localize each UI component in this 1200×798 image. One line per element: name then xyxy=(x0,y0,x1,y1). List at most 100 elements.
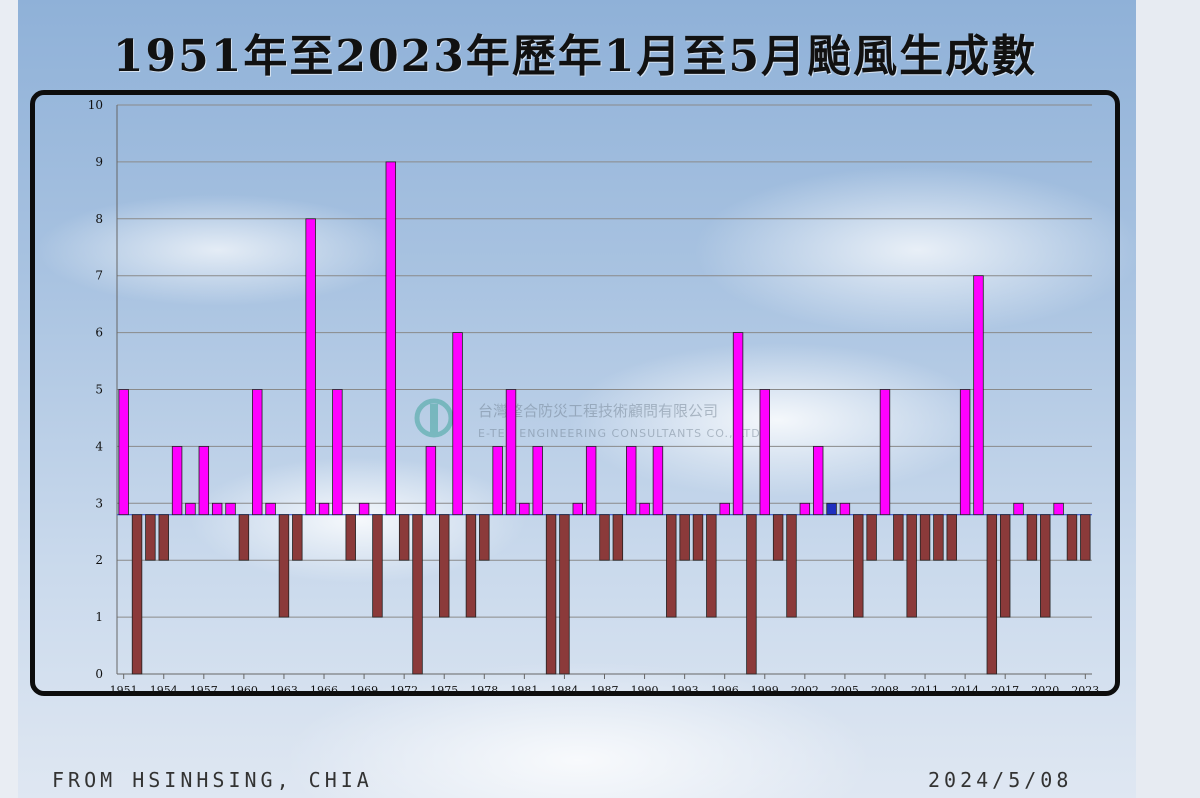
bar-1966 xyxy=(318,502,330,516)
bar-2010 xyxy=(906,514,917,618)
x-tick-label: 1960 xyxy=(230,684,258,697)
bar-2022 xyxy=(1066,514,1078,561)
bar-1986 xyxy=(585,445,597,516)
bar-1994 xyxy=(692,514,704,561)
x-tick-label: 2011 xyxy=(911,684,939,697)
bar-1999 xyxy=(759,389,770,516)
bar-1981 xyxy=(519,502,530,516)
bar-1955 xyxy=(171,445,183,516)
y-tick-label: 5 xyxy=(95,383,103,397)
bar-2016 xyxy=(986,514,998,675)
watermark-logo-icon xyxy=(414,398,454,438)
bar-2002 xyxy=(799,502,811,516)
gridlines xyxy=(117,104,1092,675)
x-tick-label: 2014 xyxy=(951,684,979,697)
bar-1953 xyxy=(145,514,156,561)
bar-1987 xyxy=(599,514,610,561)
bar-1975 xyxy=(439,514,450,618)
bar-2021 xyxy=(1053,502,1064,516)
bar-1980 xyxy=(505,389,517,516)
bar-1993 xyxy=(679,514,690,561)
x-tick-label: 1963 xyxy=(270,684,298,697)
bar-1954 xyxy=(158,514,169,561)
x-tick-label: 1996 xyxy=(711,684,739,697)
x-tick-label: 1966 xyxy=(310,684,338,697)
bar-1984 xyxy=(559,514,570,675)
watermark-company-name: 台灣整合防災工程技術顧問有限公司 xyxy=(478,402,718,420)
bar-1996 xyxy=(719,502,730,516)
bar-1985 xyxy=(572,502,583,516)
bar-1990 xyxy=(639,502,650,516)
bar-2003 xyxy=(812,445,824,516)
bar-1951 xyxy=(118,389,129,516)
bar-2008 xyxy=(879,389,891,516)
x-tick-label: 1969 xyxy=(350,684,378,697)
bar-2013 xyxy=(946,514,957,561)
left-margin xyxy=(0,0,18,798)
credit-text: FROM HSINHSING, CHIA xyxy=(52,768,373,792)
bar-1968 xyxy=(345,514,356,561)
x-tick-label: 2020 xyxy=(1031,684,1059,697)
bar-1963 xyxy=(278,514,290,618)
x-tick-label: 1984 xyxy=(550,684,578,697)
y-tick-label: 7 xyxy=(95,269,103,283)
bars xyxy=(118,161,1091,675)
y-tick-label: 4 xyxy=(95,439,103,453)
x-tick-label: 1981 xyxy=(510,684,538,697)
page-title: 1951年至2023年歷年1月至5月颱風生成數 xyxy=(112,31,1038,82)
x-tick-label: 2002 xyxy=(791,684,819,697)
bar-1976 xyxy=(452,332,463,516)
bar-2004 xyxy=(826,502,837,516)
bar-2005 xyxy=(839,502,851,516)
bar-2018 xyxy=(1013,502,1024,516)
y-tick-label: 8 xyxy=(95,212,103,226)
bar-1988 xyxy=(612,514,624,561)
x-tick-label: 1990 xyxy=(631,684,659,697)
bar-1979 xyxy=(492,445,503,516)
bar-1978 xyxy=(479,514,490,561)
bar-1967 xyxy=(332,389,343,516)
bar-1962 xyxy=(265,502,276,516)
bar-2017 xyxy=(999,514,1011,618)
bar-2019 xyxy=(1026,514,1038,561)
bar-1965 xyxy=(305,218,316,516)
bar-2001 xyxy=(786,514,797,618)
y-tick-label: 9 xyxy=(95,155,103,169)
bar-2023 xyxy=(1080,514,1091,561)
watermark-logo-bar-icon xyxy=(430,404,438,434)
bar-2009 xyxy=(893,514,904,561)
x-tick-label: 2008 xyxy=(871,684,899,697)
bar-2000 xyxy=(772,514,784,561)
bar-1995 xyxy=(706,514,717,618)
bar-1983 xyxy=(545,514,557,675)
y-tick-label: 3 xyxy=(95,496,103,510)
x-tick-label: 1957 xyxy=(190,684,218,697)
x-tick-label: 1999 xyxy=(751,684,779,697)
bar-2014 xyxy=(959,389,971,516)
bar-1964 xyxy=(292,514,303,561)
y-tick-labels: 0 1 2 3 4 5 6 7 8 9 10 xyxy=(88,98,104,681)
right-margin xyxy=(1136,0,1200,798)
x-tick-label: 2017 xyxy=(991,684,1019,697)
bar-2006 xyxy=(853,514,864,618)
bar-2007 xyxy=(866,514,877,561)
watermark-company-english: E-TEN ENGINEERING CONSULTANTS CO., LTD. xyxy=(478,427,765,440)
chart-frame xyxy=(30,90,1120,696)
bar-1952 xyxy=(131,514,143,675)
bar-1960 xyxy=(238,514,250,561)
bar-1970 xyxy=(372,514,383,618)
x-tick-label: 1972 xyxy=(390,684,418,697)
y-tick-label: 1 xyxy=(95,610,103,624)
x-tick-label: 1987 xyxy=(591,684,619,697)
x-tick-label: 1951 xyxy=(110,684,138,697)
x-tick-label: 2005 xyxy=(831,684,859,697)
x-tick-label: 1954 xyxy=(150,684,178,697)
bar-1969 xyxy=(358,502,370,516)
x-tick-label: 1975 xyxy=(430,684,458,697)
company-watermark: 台灣整合防災工程技術顧問有限公司 E-TEN ENGINEERING CONSU… xyxy=(414,398,765,440)
bar-1992 xyxy=(666,514,677,618)
bar-1974 xyxy=(425,445,437,516)
sky-background xyxy=(18,0,1136,798)
y-tick-label: 6 xyxy=(95,326,103,340)
